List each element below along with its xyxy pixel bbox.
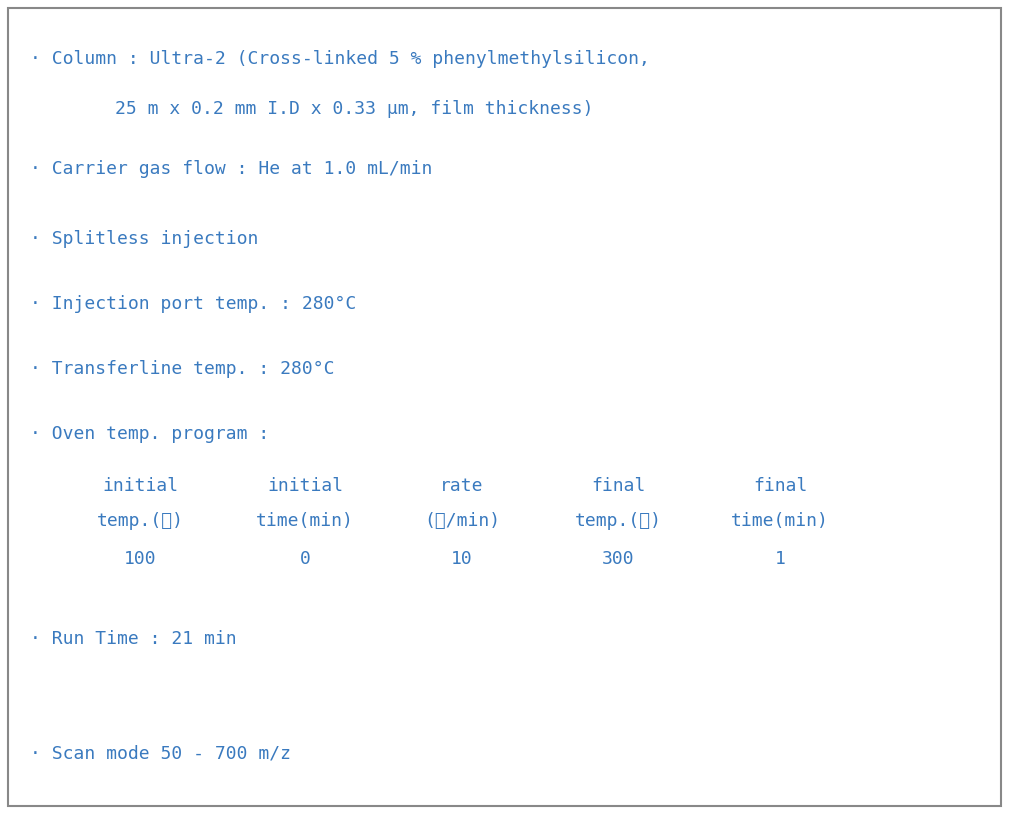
Text: 0: 0 — [300, 550, 311, 568]
Text: · Scan mode 50 - 700 m/z: · Scan mode 50 - 700 m/z — [30, 745, 291, 763]
Text: · Injection port temp. : 280°C: · Injection port temp. : 280°C — [30, 295, 356, 313]
Text: time(min): time(min) — [256, 512, 354, 530]
Text: temp.(℃): temp.(℃) — [574, 512, 662, 530]
Text: 100: 100 — [124, 550, 156, 568]
Text: final: final — [753, 477, 807, 495]
Text: · Splitless injection: · Splitless injection — [30, 230, 258, 248]
Text: initial: initial — [267, 477, 343, 495]
Text: final: final — [591, 477, 645, 495]
Text: 10: 10 — [451, 550, 473, 568]
Text: temp.(℃): temp.(℃) — [97, 512, 184, 530]
Text: · Column : Ultra-2 (Cross-linked 5 % phenylmethylsilicon,: · Column : Ultra-2 (Cross-linked 5 % phe… — [30, 50, 650, 68]
Text: · Carrier gas flow : He at 1.0 mL/min: · Carrier gas flow : He at 1.0 mL/min — [30, 160, 433, 178]
Text: · Transferline temp. : 280°C: · Transferline temp. : 280°C — [30, 360, 335, 378]
Text: 1: 1 — [775, 550, 785, 568]
Text: time(min): time(min) — [732, 512, 829, 530]
Text: 25 m x 0.2 mm I.D x 0.33 μm, film thickness): 25 m x 0.2 mm I.D x 0.33 μm, film thickn… — [115, 100, 593, 118]
Text: rate: rate — [440, 477, 483, 495]
Text: initial: initial — [102, 477, 178, 495]
Text: (℃/min): (℃/min) — [424, 512, 500, 530]
Text: · Run Time : 21 min: · Run Time : 21 min — [30, 630, 237, 648]
Text: 300: 300 — [601, 550, 635, 568]
Text: · Oven temp. program :: · Oven temp. program : — [30, 425, 269, 443]
